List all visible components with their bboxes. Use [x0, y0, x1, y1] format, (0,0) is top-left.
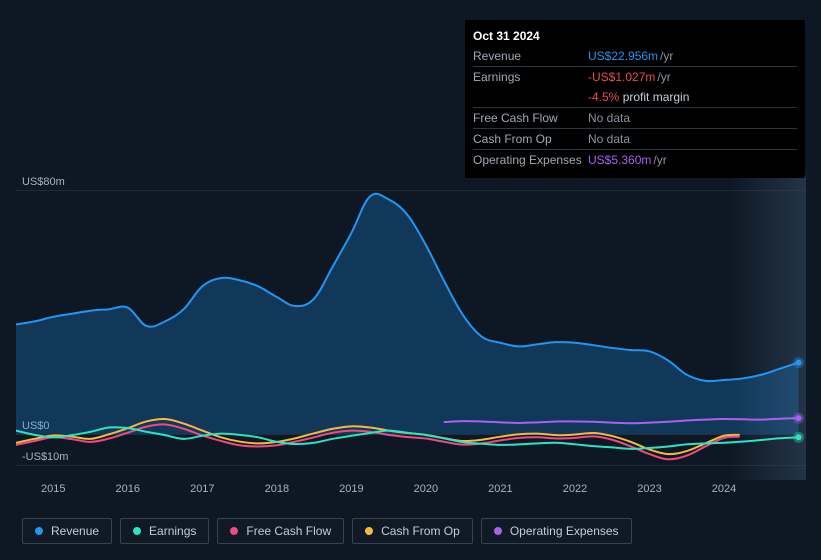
revenue-area: [16, 194, 799, 435]
legend-swatch: [133, 527, 141, 535]
tooltip-metric-value: US$22.956m/yr: [588, 49, 797, 63]
legend-item-operating-expenses[interactable]: Operating Expenses: [481, 518, 632, 544]
tooltip-metric-value: -US$1.027m/yr: [588, 70, 797, 84]
x-axis-label: 2019: [339, 483, 363, 495]
x-axis-label: 2022: [563, 483, 587, 495]
tooltip-row: Free Cash FlowNo data: [473, 107, 797, 128]
tooltip-row: Earnings-US$1.027m/yr: [473, 66, 797, 87]
x-axis-label: 2017: [190, 483, 214, 495]
financials-chart: Oct 31 2024 RevenueUS$22.956m/yrEarnings…: [0, 0, 821, 560]
tooltip-metric-value: No data: [588, 132, 797, 146]
tooltip-row: RevenueUS$22.956m/yr: [473, 46, 797, 66]
tooltip-row: Cash From OpNo data: [473, 128, 797, 149]
legend-label: Free Cash Flow: [246, 524, 331, 538]
legend-item-earnings[interactable]: Earnings: [120, 518, 209, 544]
chart-plot-area[interactable]: [16, 175, 806, 480]
legend-swatch: [230, 527, 238, 535]
x-axis-label: 2021: [488, 483, 512, 495]
x-axis-label: 2023: [637, 483, 661, 495]
legend-item-cash-from-op[interactable]: Cash From Op: [352, 518, 473, 544]
tooltip-date: Oct 31 2024: [473, 26, 797, 46]
legend-swatch: [35, 527, 43, 535]
legend-label: Operating Expenses: [510, 524, 619, 538]
tooltip-metric-label: Cash From Op: [473, 132, 588, 146]
tooltip-metric-label: Free Cash Flow: [473, 111, 588, 125]
tooltip-metric-label: Revenue: [473, 49, 588, 63]
x-axis-label: 2015: [41, 483, 65, 495]
x-axis: 2015 2016 2017 2018 2019 2020 2021 2022 2023 2024: [16, 483, 806, 503]
legend-item-revenue[interactable]: Revenue: [22, 518, 112, 544]
legend-swatch: [494, 527, 502, 535]
tooltip-metric-label: Operating Expenses: [473, 153, 588, 167]
x-axis-label: 2018: [265, 483, 289, 495]
x-axis-label: 2016: [116, 483, 140, 495]
chart-tooltip: Oct 31 2024 RevenueUS$22.956m/yrEarnings…: [465, 20, 805, 178]
operating-expenses-end-marker: [793, 413, 804, 424]
earnings-end-marker: [793, 432, 804, 443]
tooltip-row: Operating ExpensesUS$5.360m/yr: [473, 149, 797, 170]
tooltip-submetric: -4.5% profit margin: [473, 87, 797, 107]
legend-label: Cash From Op: [381, 524, 460, 538]
legend-label: Earnings: [149, 524, 196, 538]
legend-item-free-cash-flow[interactable]: Free Cash Flow: [217, 518, 344, 544]
revenue-end-marker: [793, 357, 804, 368]
legend-swatch: [365, 527, 373, 535]
tooltip-metric-value: No data: [588, 111, 797, 125]
x-axis-label: 2024: [712, 483, 736, 495]
legend-label: Revenue: [51, 524, 99, 538]
chart-legend: Revenue Earnings Free Cash Flow Cash From O…: [22, 518, 632, 544]
x-axis-label: 2020: [414, 483, 438, 495]
tooltip-metric-value: US$5.360m/yr: [588, 153, 797, 167]
tooltip-metric-label: Earnings: [473, 70, 588, 84]
